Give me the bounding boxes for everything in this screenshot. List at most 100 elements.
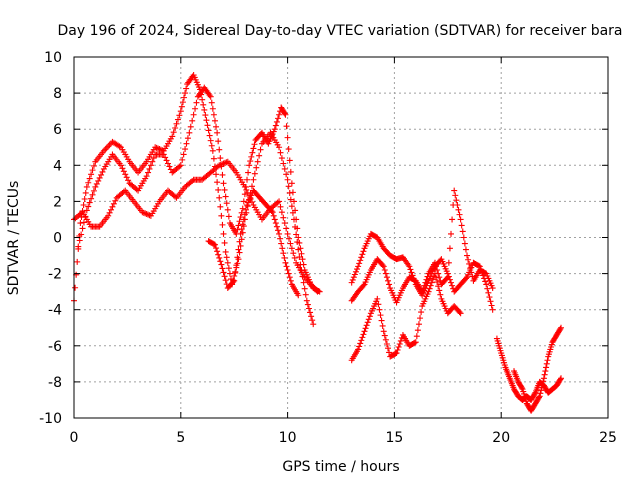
data-point-fill [448,279,455,286]
data-point-fill [359,251,366,258]
data-point-fill [78,231,85,238]
axis-ticks [73,56,609,419]
data-point [77,220,84,227]
data-point-fill [251,170,258,177]
data-point [237,230,244,237]
data-point-fill [200,101,207,108]
data-point-fill [236,249,243,256]
data-point-fill [538,384,545,391]
data-point-fill [223,254,230,261]
y-tick-label: 4 [53,158,62,174]
x-tick-label: 20 [492,430,510,446]
data-point-fill [379,262,386,269]
data-point-fill [280,250,287,257]
data-point-fill [226,270,233,277]
data-point-fill [461,240,468,247]
y-tick-label: -10 [39,411,62,427]
data-point-fill [365,316,372,323]
data-point-fill [214,248,221,255]
data-point-fill [86,175,93,182]
data-point-fill [359,334,366,341]
data-point-fill [249,183,255,190]
data-point-fill [224,259,231,266]
data-point-fill [426,285,433,292]
data-point [284,176,291,183]
data-point [143,173,150,180]
y-tick-label: 8 [53,86,62,102]
data-point-fill [242,206,249,213]
data-point [160,151,167,158]
data-point-fill [433,274,440,281]
data-point-fill [283,123,290,130]
data-point [316,288,323,295]
data-point [419,288,426,295]
x-tick-label: 15 [385,430,403,446]
data-point [310,321,317,328]
data-point [374,295,381,302]
x-tick-label: 25 [599,430,617,446]
data-point [139,209,146,216]
x-tick-label: 5 [176,430,185,446]
data-point-fill [183,85,190,92]
data-point [117,162,124,169]
data-point-fill [357,340,364,347]
data-point-fill [293,216,300,223]
data-point-fill [145,211,152,218]
data-point-fill [544,357,551,364]
data-point-fill [291,198,298,205]
data-point [361,328,368,335]
data-point-fill [422,279,429,286]
data-point-fill [299,256,306,263]
data-point-fill [208,99,215,106]
data-point-fill [213,123,220,130]
data-point-fill [256,152,263,159]
data-point-fill [356,260,363,267]
data-point-fill [296,239,303,246]
x-tick-label: 0 [70,430,79,446]
data-point-fill [207,137,214,144]
data-point-fill [278,240,285,247]
data-point-fill [274,115,281,122]
data-point-fill [234,226,241,233]
data-point [105,212,112,219]
data-point-fill [449,216,456,223]
grid-lines [74,57,608,418]
data-point-fill [531,390,538,397]
data-point-fill [103,144,110,151]
data-point-fill [210,111,217,118]
data-point-fill [350,274,357,281]
chart-title: Day 196 of 2024, Sidereal Day-to-day VTE… [57,23,622,39]
data-point-fill [189,177,196,184]
data-point [295,234,302,241]
data-point-fill [112,197,119,204]
data-point-fill [429,276,436,283]
data-point-fill [302,291,309,298]
data-point-fill [163,157,170,164]
data-point-fill [235,222,242,229]
data-point-fill [120,168,127,175]
data-point-fill [210,241,217,248]
data-point-fill [99,168,106,175]
data-point-fill [176,163,183,170]
data-point-fill [210,155,217,162]
data-point-fill [215,138,222,145]
data-point-fill [248,153,255,160]
data-point [276,198,283,205]
data-point-fill [281,165,288,172]
data-point-fill [244,176,251,183]
data-point [83,183,90,190]
data-point-fill [543,364,550,371]
series-track-d [205,187,302,299]
data-point-fill [156,146,163,153]
data-point-fill [110,200,117,207]
data-point-fill [397,337,404,344]
series-track-f [348,187,496,306]
data-point [355,346,362,353]
data-point-fill [415,321,422,328]
data-point-fill [384,277,391,284]
data-point-fill [221,186,228,193]
data-point [295,292,302,299]
data-point-fill [281,110,288,117]
data-point-fill [285,146,292,153]
data-point-fill [205,127,212,134]
